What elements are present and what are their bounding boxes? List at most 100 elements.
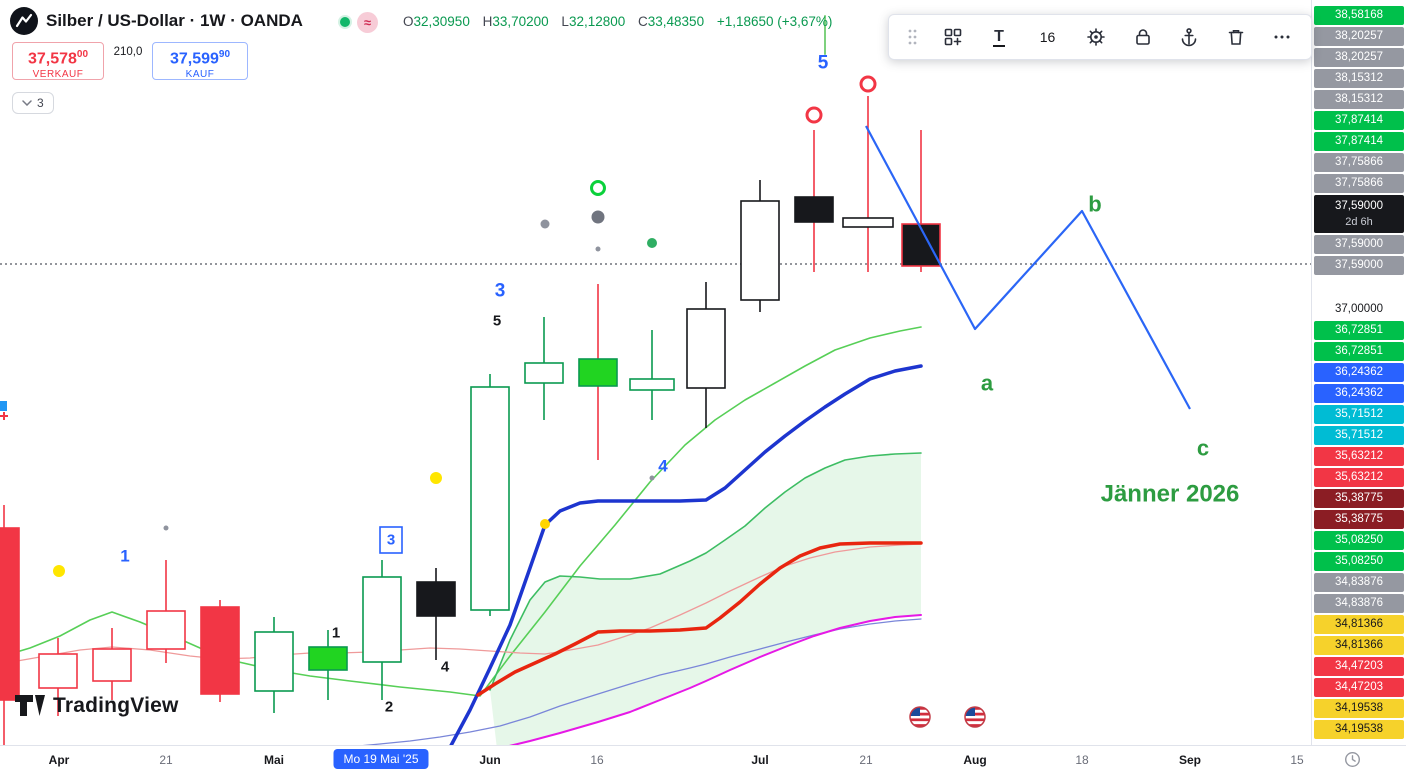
- candle-body[interactable]: [524, 362, 564, 384]
- dot-marker[interactable]: [540, 219, 550, 229]
- order-price-label[interactable]: 38,15312: [1314, 69, 1404, 88]
- buy-button[interactable]: 37,59990 KAUF: [152, 42, 248, 80]
- drawings-count-chip[interactable]: 3: [12, 92, 54, 114]
- order-price-label[interactable]: 37,87414: [1314, 132, 1404, 151]
- time-axis[interactable]: Apr 21 Mai Mo 19 Mai '25 Jun 16 Jul 21 Aug 18 Sep 1…: [0, 745, 1406, 773]
- order-price-label[interactable]: 37,59000: [1314, 256, 1404, 275]
- candle-body[interactable]: [842, 217, 894, 228]
- order-price-label[interactable]: 35,38775: [1314, 489, 1404, 508]
- order-price-label[interactable]: 37,59000: [1314, 235, 1404, 254]
- candle-body[interactable]: [901, 223, 941, 267]
- candle-body[interactable]: [686, 308, 726, 389]
- candle-body[interactable]: [254, 631, 294, 692]
- dot-marker[interactable]: [649, 475, 655, 481]
- wave-label[interactable]: 5: [818, 53, 829, 74]
- dot-marker[interactable]: [591, 210, 605, 224]
- order-price-label[interactable]: 35,71512: [1314, 405, 1404, 424]
- order-price-label[interactable]: 37,87414: [1314, 111, 1404, 130]
- add-to-layout-button[interactable]: [938, 22, 968, 52]
- order-price-label[interactable]: 34,83876: [1314, 594, 1404, 613]
- sell-button[interactable]: 37,57800 VERKAUF: [12, 42, 104, 80]
- font-size-button[interactable]: 16: [1039, 29, 1056, 45]
- order-price-label[interactable]: 34,83876: [1314, 573, 1404, 592]
- candle-body[interactable]: [38, 653, 78, 689]
- candle-body[interactable]: [200, 606, 240, 695]
- wave-label[interactable]: 5: [493, 313, 501, 330]
- settings-button[interactable]: [1081, 22, 1111, 52]
- order-price-label[interactable]: 35,63212: [1314, 468, 1404, 487]
- lock-button[interactable]: [1128, 22, 1158, 52]
- order-price-label[interactable]: 35,63212: [1314, 447, 1404, 466]
- dot-marker[interactable]: [163, 525, 169, 531]
- order-price-label[interactable]: 34,81366: [1314, 636, 1404, 655]
- countdown-price-label[interactable]: 37,59000 2d 6h: [1314, 195, 1404, 233]
- delete-button[interactable]: [1221, 22, 1251, 52]
- order-price-label[interactable]: 37,75866: [1314, 174, 1404, 193]
- order-price-label[interactable]: 36,24362: [1314, 384, 1404, 403]
- order-price-label[interactable]: 35,08250: [1314, 531, 1404, 550]
- order-price-label[interactable]: 34,81366: [1314, 615, 1404, 634]
- target-date-label[interactable]: Jänner 2026: [1101, 481, 1240, 508]
- order-price-label[interactable]: 35,08250: [1314, 552, 1404, 571]
- candle-body[interactable]: [794, 196, 834, 223]
- order-price-label[interactable]: 38,20257: [1314, 48, 1404, 67]
- order-price-label[interactable]: 38,20257: [1314, 27, 1404, 46]
- ring-marker[interactable]: [859, 75, 877, 93]
- order-price-label[interactable]: 34,19538: [1314, 720, 1404, 739]
- candle-body[interactable]: [92, 648, 132, 682]
- order-price-label[interactable]: 37,75866: [1314, 153, 1404, 172]
- tradingview-logo[interactable]: TradingView: [14, 694, 179, 718]
- order-price-label[interactable]: 36,72851: [1314, 321, 1404, 340]
- clock-icon[interactable]: [1344, 751, 1361, 773]
- candle-body[interactable]: [146, 610, 186, 650]
- boxed-wave-3-label[interactable]: 3: [387, 532, 395, 549]
- candle-body[interactable]: [740, 200, 780, 301]
- ring-marker[interactable]: [805, 106, 823, 124]
- dot-marker[interactable]: [430, 472, 442, 484]
- more-options-button[interactable]: [1267, 22, 1297, 52]
- time-axis-label: Apr: [48, 753, 70, 767]
- candle-body[interactable]: [308, 646, 348, 671]
- drag-handle[interactable]: [903, 22, 921, 52]
- dot-marker[interactable]: [647, 238, 657, 248]
- wave-label[interactable]: 4: [658, 457, 668, 476]
- wave-label[interactable]: 2: [385, 699, 393, 716]
- forecast-zigzag-line[interactable]: [865, 125, 1191, 410]
- candle-body[interactable]: [629, 378, 675, 391]
- order-price-label[interactable]: 35,71512: [1314, 426, 1404, 445]
- symbol-title[interactable]: Silber / US-Dollar · 1W · OANDA: [46, 11, 303, 30]
- wave-label[interactable]: 1: [332, 625, 340, 642]
- order-price-label[interactable]: 34,19538: [1314, 699, 1404, 718]
- order-price-label[interactable]: 36,24362: [1314, 363, 1404, 382]
- candle-body[interactable]: [470, 386, 510, 611]
- wave-label[interactable]: c: [1197, 436, 1209, 461]
- wave-label[interactable]: a: [981, 371, 994, 396]
- order-price-label[interactable]: 38,58168: [1314, 6, 1404, 25]
- dot-marker[interactable]: [540, 519, 550, 529]
- wave-label[interactable]: 3: [495, 281, 506, 302]
- wave-label[interactable]: 1: [120, 547, 129, 566]
- wave-label[interactable]: 4: [441, 659, 450, 676]
- order-price-label[interactable]: 38,15312: [1314, 90, 1404, 109]
- order-price-label[interactable]: 34,47203: [1314, 678, 1404, 697]
- candle-body[interactable]: [0, 527, 20, 701]
- us-flag-event-icon[interactable]: [910, 707, 930, 727]
- ring-marker[interactable]: [590, 180, 606, 196]
- candle-body[interactable]: [416, 581, 456, 617]
- order-price-label[interactable]: 36,72851: [1314, 342, 1404, 361]
- wave-label-box[interactable]: [379, 526, 403, 554]
- order-price-label[interactable]: 35,38775: [1314, 510, 1404, 529]
- text-tool-button[interactable]: T: [984, 22, 1014, 52]
- dot-marker[interactable]: [53, 565, 65, 577]
- wave-label[interactable]: b: [1088, 192, 1101, 217]
- candle-body[interactable]: [362, 576, 402, 663]
- dot-marker[interactable]: [595, 246, 601, 252]
- us-flag-event-icon[interactable]: [965, 707, 985, 727]
- price-scale[interactable]: 38,58168 38,20257 38,20257 38,15312 38,15312…: [1311, 0, 1406, 745]
- anchor-button[interactable]: [1174, 22, 1204, 52]
- candle-body[interactable]: [578, 358, 618, 387]
- order-price-label[interactable]: 34,47203: [1314, 657, 1404, 676]
- selected-date-label[interactable]: Mo 19 Mai '25: [333, 749, 429, 769]
- symbol-logo[interactable]: [10, 7, 38, 35]
